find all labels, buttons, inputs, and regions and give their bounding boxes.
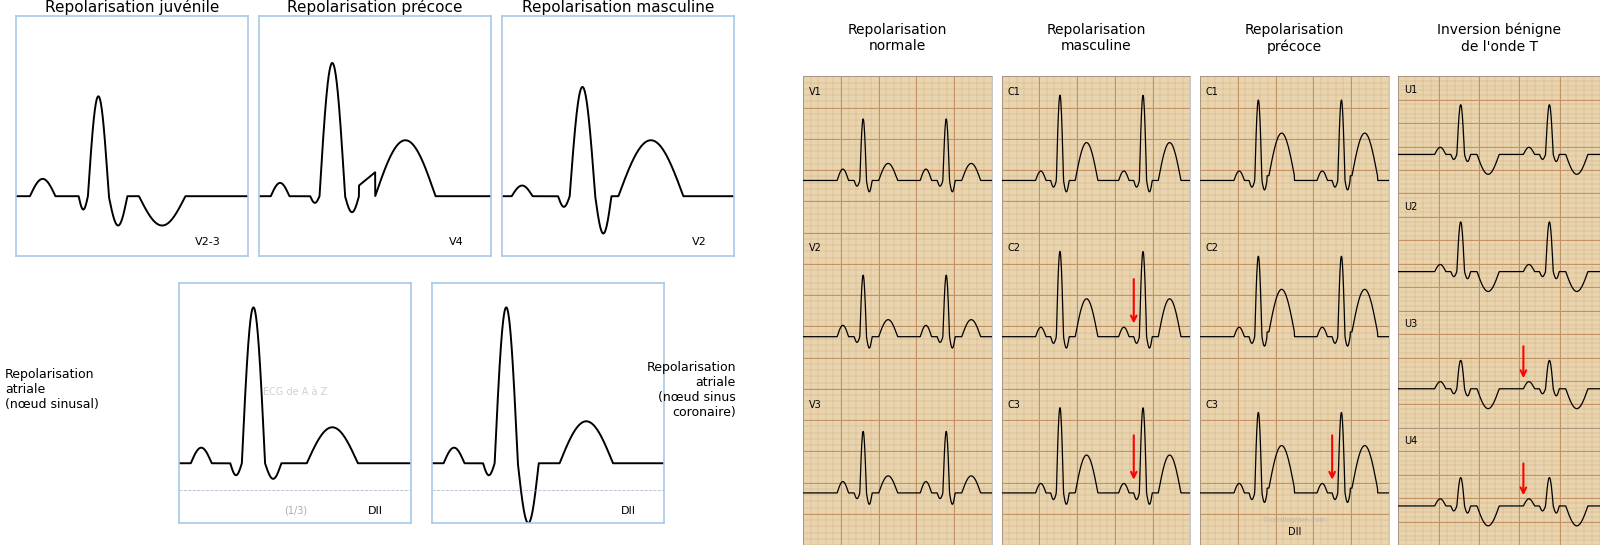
Text: ©cardiogram.com: ©cardiogram.com xyxy=(1262,517,1326,523)
Title: Repolarisation précoce: Repolarisation précoce xyxy=(288,0,462,15)
Text: DII: DII xyxy=(621,506,637,516)
Text: U4: U4 xyxy=(1405,436,1418,446)
Text: C1: C1 xyxy=(1008,87,1021,97)
Text: Repolarisation
masculine: Repolarisation masculine xyxy=(1046,23,1146,53)
Text: U1: U1 xyxy=(1405,84,1418,94)
Text: U3: U3 xyxy=(1405,319,1418,329)
Text: ECG de A à Z: ECG de A à Z xyxy=(262,387,328,397)
Text: V2-3: V2-3 xyxy=(195,237,221,246)
Text: C2: C2 xyxy=(1206,244,1219,253)
Text: V2: V2 xyxy=(810,244,822,253)
Text: C2: C2 xyxy=(1008,244,1021,253)
Text: Repolarisation
atriale
(nœud sinus
coronaire): Repolarisation atriale (nœud sinus coron… xyxy=(646,361,736,419)
Text: V1: V1 xyxy=(810,87,822,97)
Text: U2: U2 xyxy=(1405,202,1418,211)
Title: Repolarisation juvénile: Repolarisation juvénile xyxy=(45,0,219,15)
Text: V3: V3 xyxy=(810,399,822,410)
Text: Repolarisation
précoce: Repolarisation précoce xyxy=(1245,23,1344,53)
Text: C3: C3 xyxy=(1206,399,1219,410)
Title: Repolarisation masculine: Repolarisation masculine xyxy=(522,0,715,15)
Text: DII: DII xyxy=(368,506,384,516)
Text: DII: DII xyxy=(1288,527,1301,537)
Text: (1/3): (1/3) xyxy=(283,505,307,515)
Text: Repolarisation
normale: Repolarisation normale xyxy=(848,23,947,53)
Text: C3: C3 xyxy=(1008,399,1021,410)
Text: V4: V4 xyxy=(448,237,464,246)
Text: Repolarisation
atriale
(nœud sinusal): Repolarisation atriale (nœud sinusal) xyxy=(5,368,99,411)
Text: V2: V2 xyxy=(691,237,707,246)
Text: Inversion bénigne
de l'onde T: Inversion bénigne de l'onde T xyxy=(1437,23,1562,53)
Text: C1: C1 xyxy=(1206,87,1219,97)
